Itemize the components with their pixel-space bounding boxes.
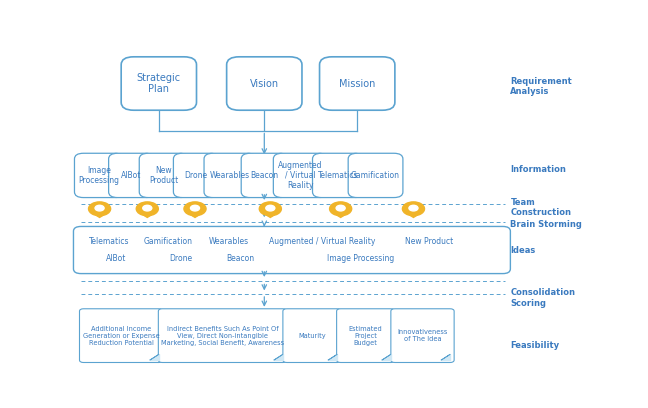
Text: Augmented / Virtual Reality: Augmented / Virtual Reality <box>270 237 376 246</box>
Text: Estimated
Project
Budget: Estimated Project Budget <box>349 326 382 346</box>
Text: New
Product: New Product <box>149 166 178 185</box>
Circle shape <box>336 205 345 211</box>
FancyBboxPatch shape <box>283 309 341 362</box>
FancyBboxPatch shape <box>75 153 124 197</box>
Polygon shape <box>334 213 348 217</box>
Text: New Product: New Product <box>405 237 453 246</box>
Text: Requirement
Analysis: Requirement Analysis <box>511 77 572 96</box>
Polygon shape <box>140 213 154 217</box>
Polygon shape <box>328 354 337 360</box>
FancyBboxPatch shape <box>312 153 364 197</box>
Polygon shape <box>441 354 450 360</box>
FancyBboxPatch shape <box>227 57 302 110</box>
Circle shape <box>136 202 158 216</box>
Text: Maturity: Maturity <box>298 333 326 339</box>
Text: Scoring: Scoring <box>511 299 546 308</box>
FancyBboxPatch shape <box>139 153 189 197</box>
Text: Beacon: Beacon <box>251 171 279 180</box>
FancyBboxPatch shape <box>273 153 328 197</box>
Circle shape <box>184 202 206 216</box>
FancyBboxPatch shape <box>204 153 256 197</box>
Text: Innovativeness
of The Idea: Innovativeness of The Idea <box>397 329 448 342</box>
Circle shape <box>330 202 352 216</box>
Text: Beacon: Beacon <box>227 254 255 263</box>
Text: Drone: Drone <box>169 254 192 263</box>
Text: Drone: Drone <box>185 171 208 180</box>
Text: Feasibility: Feasibility <box>511 341 559 350</box>
Text: Strategic
Plan: Strategic Plan <box>137 73 181 94</box>
Circle shape <box>191 205 200 211</box>
Text: Vision: Vision <box>249 78 279 89</box>
Text: Brain Storming: Brain Storming <box>511 220 583 229</box>
Polygon shape <box>93 213 107 217</box>
Text: Wearables: Wearables <box>209 237 249 246</box>
FancyBboxPatch shape <box>174 153 219 197</box>
FancyBboxPatch shape <box>109 153 154 197</box>
Text: Wearables: Wearables <box>210 171 250 180</box>
Circle shape <box>409 205 418 211</box>
Text: Information: Information <box>511 165 566 174</box>
Text: Consolidation: Consolidation <box>511 288 575 297</box>
Polygon shape <box>263 213 277 217</box>
Text: Indirect Benefits Such As Point Of
View, Direct Non-intangible
Marketing, Social: Indirect Benefits Such As Point Of View,… <box>161 326 284 346</box>
Circle shape <box>259 202 281 216</box>
Text: Augmented
/ Virtual
Reality: Augmented / Virtual Reality <box>278 160 323 190</box>
Circle shape <box>95 205 104 211</box>
Polygon shape <box>150 354 159 360</box>
FancyBboxPatch shape <box>336 309 395 362</box>
Text: Image
Processing: Image Processing <box>78 166 120 185</box>
Text: Gamification: Gamification <box>351 171 400 180</box>
FancyBboxPatch shape <box>348 153 403 197</box>
Circle shape <box>143 205 152 211</box>
Polygon shape <box>406 213 421 217</box>
FancyBboxPatch shape <box>73 226 511 274</box>
Polygon shape <box>188 213 202 217</box>
Text: Telematics: Telematics <box>89 237 129 246</box>
FancyBboxPatch shape <box>80 309 163 362</box>
FancyBboxPatch shape <box>391 309 454 362</box>
Text: AIBot: AIBot <box>106 254 126 263</box>
FancyBboxPatch shape <box>241 153 288 197</box>
Circle shape <box>402 202 424 216</box>
Text: Telematics: Telematics <box>318 171 358 180</box>
Text: Mission: Mission <box>339 78 375 89</box>
Text: Additional Income
Generation or Expense
Reduction Potential: Additional Income Generation or Expense … <box>83 326 159 346</box>
FancyBboxPatch shape <box>158 309 287 362</box>
Text: Ideas: Ideas <box>511 246 536 255</box>
Text: Gamification: Gamification <box>144 237 192 246</box>
FancyBboxPatch shape <box>121 57 196 110</box>
Text: Image Processing: Image Processing <box>327 254 395 263</box>
Polygon shape <box>274 354 283 360</box>
Text: Team
Construction: Team Construction <box>511 198 572 217</box>
Circle shape <box>89 202 111 216</box>
Circle shape <box>266 205 275 211</box>
FancyBboxPatch shape <box>319 57 395 110</box>
Polygon shape <box>382 354 391 360</box>
Text: AIBot: AIBot <box>121 171 142 180</box>
